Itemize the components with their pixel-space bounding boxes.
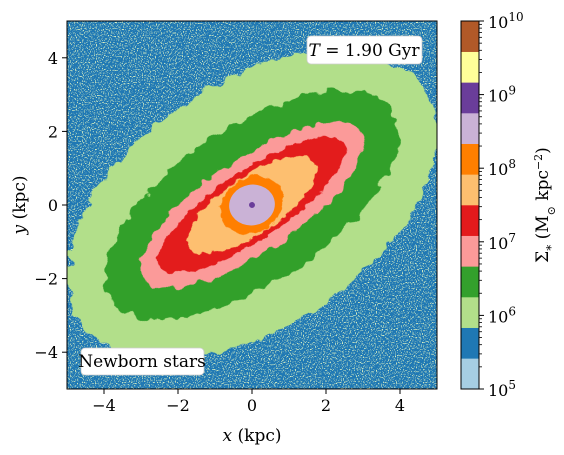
colorbar-segment	[461, 358, 479, 390]
colorbar-tick-label: 107	[488, 231, 516, 253]
x-axis: −4 −2 0 2 4	[92, 389, 405, 415]
density-level-3e9	[249, 202, 255, 208]
y-axis-title: y (kpc)	[10, 176, 30, 236]
y-tick-label: 0	[48, 196, 58, 215]
time-variable: T	[309, 41, 322, 61]
colorbar-tick-label: 105	[488, 378, 516, 400]
colorbar-tick-label: 109	[488, 84, 516, 106]
colorbar-tick-label: 1010	[488, 10, 524, 32]
time-annotation: T = 1.90 Gyr	[306, 35, 423, 65]
time-annotation-box	[306, 35, 423, 65]
svg-text:T = 1.90 Gyr: T = 1.90 Gyr	[309, 41, 421, 61]
colorbar-label: Σ* (M⊙ kpc−2)	[532, 147, 559, 263]
colorbar-tick-label: 106	[488, 304, 516, 326]
colorbar-frame	[460, 20, 480, 390]
x-tick-label: 0	[247, 396, 257, 415]
y-tick-label: 2	[48, 122, 58, 141]
colorbar-segment	[461, 235, 479, 267]
y-tick-label: −4	[34, 343, 58, 362]
x-axis-title: x (kpc)	[223, 426, 282, 446]
colorbar-segment	[461, 82, 479, 114]
plot-area	[67, 21, 437, 389]
newborn-annotation: Newborn stars	[78, 347, 206, 376]
x-tick-label: 4	[395, 396, 405, 415]
colorbar-segment	[461, 21, 479, 52]
newborn-annotation-box	[80, 347, 205, 376]
colorbar-ticks: 105 106 107 108 109 1010	[479, 10, 524, 400]
y-tick-label: −2	[34, 270, 58, 289]
colorbar-segment	[461, 51, 479, 83]
y-tick-label: 4	[48, 49, 58, 68]
time-value: = 1.90 Gyr	[320, 41, 420, 61]
colorbar	[461, 21, 479, 390]
colorbar-segment	[461, 113, 479, 144]
colorbar-segment	[461, 327, 479, 359]
y-axis: −4 −2 0 2 4	[34, 49, 67, 362]
colorbar-segment	[461, 143, 479, 175]
x-tick-label: −2	[166, 396, 190, 415]
x-tick-label: −4	[92, 396, 116, 415]
x-tick-label: 2	[321, 396, 331, 415]
colorbar-tick-label: 108	[488, 157, 516, 179]
colorbar-segment	[461, 205, 479, 236]
colorbar-segment	[461, 174, 479, 206]
colorbar-segment	[461, 297, 479, 328]
newborn-label: Newborn stars	[78, 352, 206, 372]
colorbar-segment	[461, 266, 479, 298]
